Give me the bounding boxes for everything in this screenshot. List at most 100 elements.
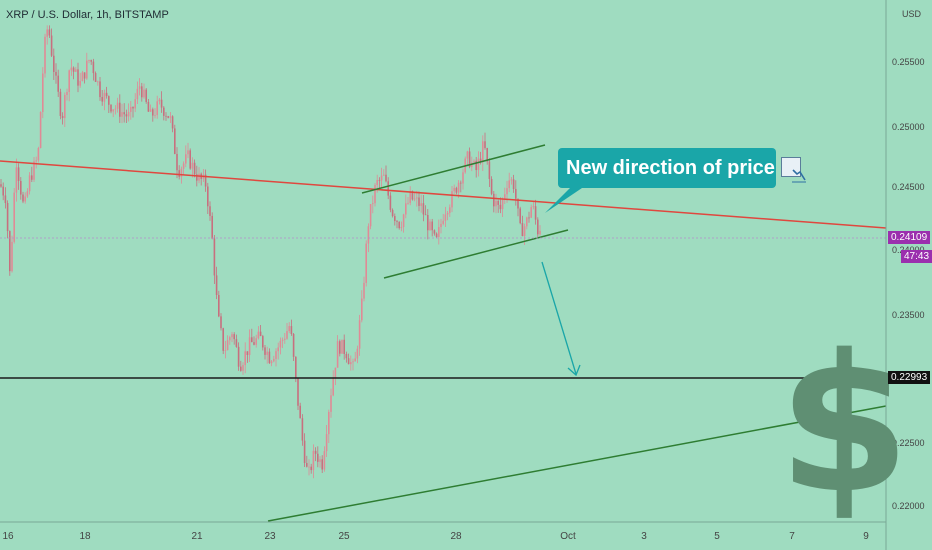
candle-body [427, 214, 429, 231]
candle-body [125, 114, 128, 117]
candle-body [433, 230, 436, 234]
candle-body [264, 347, 266, 355]
candle-body [372, 203, 374, 205]
candle-body [75, 69, 77, 72]
candle-body [26, 191, 29, 197]
resistance-trendline[interactable] [0, 160, 887, 229]
candle-body [83, 72, 86, 79]
x-tick-label: 23 [264, 531, 276, 542]
candle-body [235, 339, 238, 347]
candle-body [358, 320, 361, 349]
candle-body [387, 181, 389, 196]
candle-body [257, 331, 260, 339]
candle-body [532, 206, 535, 208]
candle-body [178, 170, 180, 177]
x-tick-label: 16 [2, 531, 14, 542]
candle-body [495, 200, 497, 207]
support-trendline[interactable] [267, 405, 887, 522]
candle-body [266, 351, 268, 355]
candle-body [207, 186, 209, 207]
candle-body [462, 172, 464, 184]
candle-body [319, 459, 321, 462]
candle-body [341, 339, 343, 354]
candle-body [385, 174, 387, 182]
candle-body [435, 233, 438, 238]
candle-body [295, 356, 297, 379]
support-level-tag: 0.22993 [888, 371, 931, 384]
candle-body [534, 206, 537, 220]
candle-body [94, 73, 97, 82]
channel-lower-line[interactable] [383, 229, 569, 279]
candle-body [15, 167, 18, 193]
candle-body [380, 175, 383, 181]
candle-body [402, 214, 405, 228]
candle-body [479, 158, 482, 162]
candle-body [0, 184, 2, 187]
x-tick-label: 9 [863, 531, 869, 542]
candle-body [365, 243, 367, 283]
candle-body [312, 450, 315, 471]
candle-body [431, 221, 433, 231]
x-tick-label: 3 [641, 531, 647, 542]
x-tick-label: 21 [191, 531, 203, 542]
candle-body [482, 141, 484, 162]
candle-body [59, 91, 62, 116]
candle-body [193, 162, 196, 175]
candle-body [262, 336, 264, 348]
candle-body [39, 112, 42, 148]
candle-body [508, 180, 510, 189]
candle-body [530, 207, 532, 218]
candle-body [486, 148, 488, 162]
candle-body [444, 214, 447, 221]
candle-body [4, 195, 7, 204]
candle-body [211, 215, 213, 239]
candle-body [383, 174, 385, 176]
candle-body [48, 29, 51, 36]
candle-body [163, 107, 165, 116]
candle-body [499, 204, 502, 210]
candle-body [138, 86, 141, 89]
candle-body [374, 185, 376, 204]
candle-body [515, 189, 517, 199]
candle-body [361, 298, 363, 321]
candle-body [279, 340, 282, 348]
candle-body [519, 208, 521, 224]
candle-body [136, 88, 139, 100]
candle-body [424, 214, 427, 216]
candle-body [213, 238, 216, 276]
candle-body [391, 209, 394, 217]
candle-body [218, 294, 220, 317]
candle-body [411, 191, 414, 200]
candle-body [405, 203, 407, 215]
candle-body [510, 179, 513, 181]
candle-body [468, 151, 471, 168]
candle-body [229, 337, 231, 341]
candle-body [457, 182, 460, 193]
candle-body [13, 192, 15, 242]
candle-body [409, 191, 411, 203]
channel-upper-line[interactable] [361, 144, 546, 194]
candle-body [429, 221, 431, 231]
projection-arrow-shaft[interactable] [541, 261, 577, 375]
annotation-callout[interactable]: New direction of price [558, 148, 806, 188]
y-tick-label: 0.24500 [892, 182, 925, 192]
candle-body [130, 106, 132, 112]
candle-body [270, 361, 273, 364]
candle-body [158, 99, 161, 102]
x-tick-label: 18 [79, 531, 91, 542]
candle-body [451, 191, 453, 208]
candle-body [79, 81, 81, 86]
y-tick-label: 0.25000 [892, 122, 925, 132]
candle-body [528, 217, 530, 219]
candle-body [66, 92, 68, 95]
candle-body [537, 219, 539, 235]
candle-body [350, 362, 352, 365]
candle-body [61, 115, 64, 119]
candlestick-series [0, 25, 541, 479]
candle-body [352, 361, 354, 363]
candle-body [37, 147, 40, 161]
candle-body [310, 466, 312, 471]
candle-body [323, 451, 326, 470]
